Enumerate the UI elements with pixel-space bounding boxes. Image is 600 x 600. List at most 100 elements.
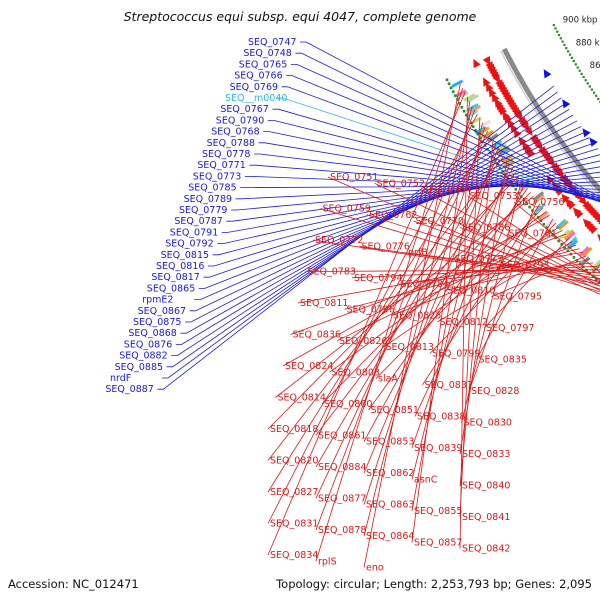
gene-arrow-layer [473, 56, 600, 243]
gene-label-left: SEQ_0816 [156, 261, 204, 272]
leader-line [411, 101, 471, 543]
tick-dot [460, 106, 464, 109]
gene-label-left: rpmE2 [142, 295, 173, 306]
forward-gene-arrow [488, 87, 497, 98]
leader-line [363, 126, 486, 505]
gene-label-right: SEQ_0811 [300, 298, 348, 309]
forward-gene-arrow [483, 77, 491, 87]
forward-gene-arrow [561, 193, 570, 203]
leader-line [221, 166, 600, 233]
gene-label-right: SEQ_0781 [509, 229, 557, 240]
tick-dot [559, 37, 562, 40]
tick-dot [594, 278, 598, 281]
leader-line [212, 154, 600, 256]
gene-label-right: SEQ_0756 [516, 197, 564, 208]
tick-dot [552, 23, 555, 27]
gene-label-left: SEQ_0817 [151, 272, 199, 283]
leader-line [411, 122, 483, 511]
forward-gene-arrow [495, 79, 503, 89]
tick-dot [570, 56, 573, 59]
tick-dot [556, 30, 559, 33]
tick-dot [578, 262, 582, 266]
leader-line [254, 153, 600, 196]
forward-gene-arrow [597, 234, 600, 243]
gene-label-left: SEQ_0887 [105, 384, 153, 395]
gene-label-left: SEQ_0875 [133, 317, 181, 328]
tick-dot [566, 249, 570, 253]
reverse-gene-arrow [562, 99, 571, 109]
gene-label-right: SEQ_0833 [462, 449, 510, 460]
gene-label-left: SEQ_0765 [239, 59, 287, 70]
annotation-band [469, 104, 481, 114]
tick-dot [567, 50, 570, 53]
gene-label-left: SEQ_0791 [170, 227, 218, 238]
tick-dot [588, 271, 591, 275]
leader-line [329, 211, 547, 373]
tick-dot [449, 86, 453, 90]
leader-line [217, 160, 600, 245]
annotation-band [463, 93, 476, 102]
gene-label-right: SEQ_0786 [462, 222, 510, 233]
tick-dot [574, 63, 577, 66]
tick-dot [542, 222, 546, 226]
gene-label-right: SEQ_0814 [278, 393, 326, 404]
gene-label-right: SEQ_0820 [270, 456, 318, 467]
leader-line [363, 168, 514, 442]
tick-dot [451, 90, 455, 93]
tick-dot [465, 113, 468, 117]
gene-label-right: SEQ_0813 [386, 342, 434, 353]
tick-dot [576, 66, 579, 69]
genome-backbone-shadow [499, 50, 600, 197]
tick-dot [488, 151, 492, 155]
gene-label-right: SEQ_0753 [470, 191, 518, 202]
gene-label-left: SEQ_0748 [243, 48, 291, 59]
tick-dot [447, 82, 451, 86]
gene-label-right: SEQ_0834 [270, 550, 318, 561]
annotation-band [532, 191, 545, 201]
tick-dot [533, 212, 537, 216]
annotation-band [557, 220, 569, 231]
tick-dot [476, 132, 480, 136]
tick-dot [454, 94, 457, 97]
tick-dot [528, 205, 531, 209]
tick-dot [590, 88, 594, 91]
leader-line [422, 203, 541, 386]
gene-label-right: rplS [318, 556, 337, 567]
gene-label-right: SEQ_0842 [462, 544, 510, 555]
gene-label-right: SEQ_0853 [366, 437, 414, 448]
forward-gene-arrow [494, 98, 503, 108]
reverse-gene-arrow [543, 69, 552, 79]
gene-label-right: SEQ_0828 [471, 386, 519, 397]
gene-label-right: slaA [378, 374, 398, 385]
gene-label-right: SEQ_0759 [323, 204, 371, 215]
gene-label-right: prfB [408, 248, 428, 259]
leader-line [498, 264, 600, 274]
tick-dot [445, 78, 449, 82]
leader-line [157, 85, 555, 390]
accession-text: Accession: NC_012471 [8, 577, 139, 591]
tick-dot [578, 69, 581, 72]
leader-line [351, 265, 597, 279]
leader-line [194, 131, 586, 301]
forward-gene-arrow [485, 82, 494, 92]
gene-label-right: SEQ_0764 [423, 185, 471, 196]
tick-dot [474, 129, 477, 132]
annotation-band [579, 256, 591, 267]
leader-line [275, 195, 534, 398]
gene-label-left: SEQ_0865 [147, 283, 195, 294]
leader-line [374, 182, 600, 291]
leader-line [506, 233, 600, 280]
leader-line [429, 222, 557, 354]
tick-dot [493, 159, 497, 162]
annotation-band [498, 146, 511, 156]
annotation-band [534, 202, 546, 213]
tick-dot [458, 102, 461, 105]
gene-label-left: SEQ_0769 [230, 82, 278, 93]
gene-label-right: SEQ_0864 [366, 531, 414, 542]
gene-label-right: SEQ_0818 [270, 424, 318, 435]
gene-label-right: SEQ_0826 [339, 336, 387, 347]
leader-line [491, 255, 587, 298]
gene-label-left: SEQ_0792 [165, 239, 213, 250]
